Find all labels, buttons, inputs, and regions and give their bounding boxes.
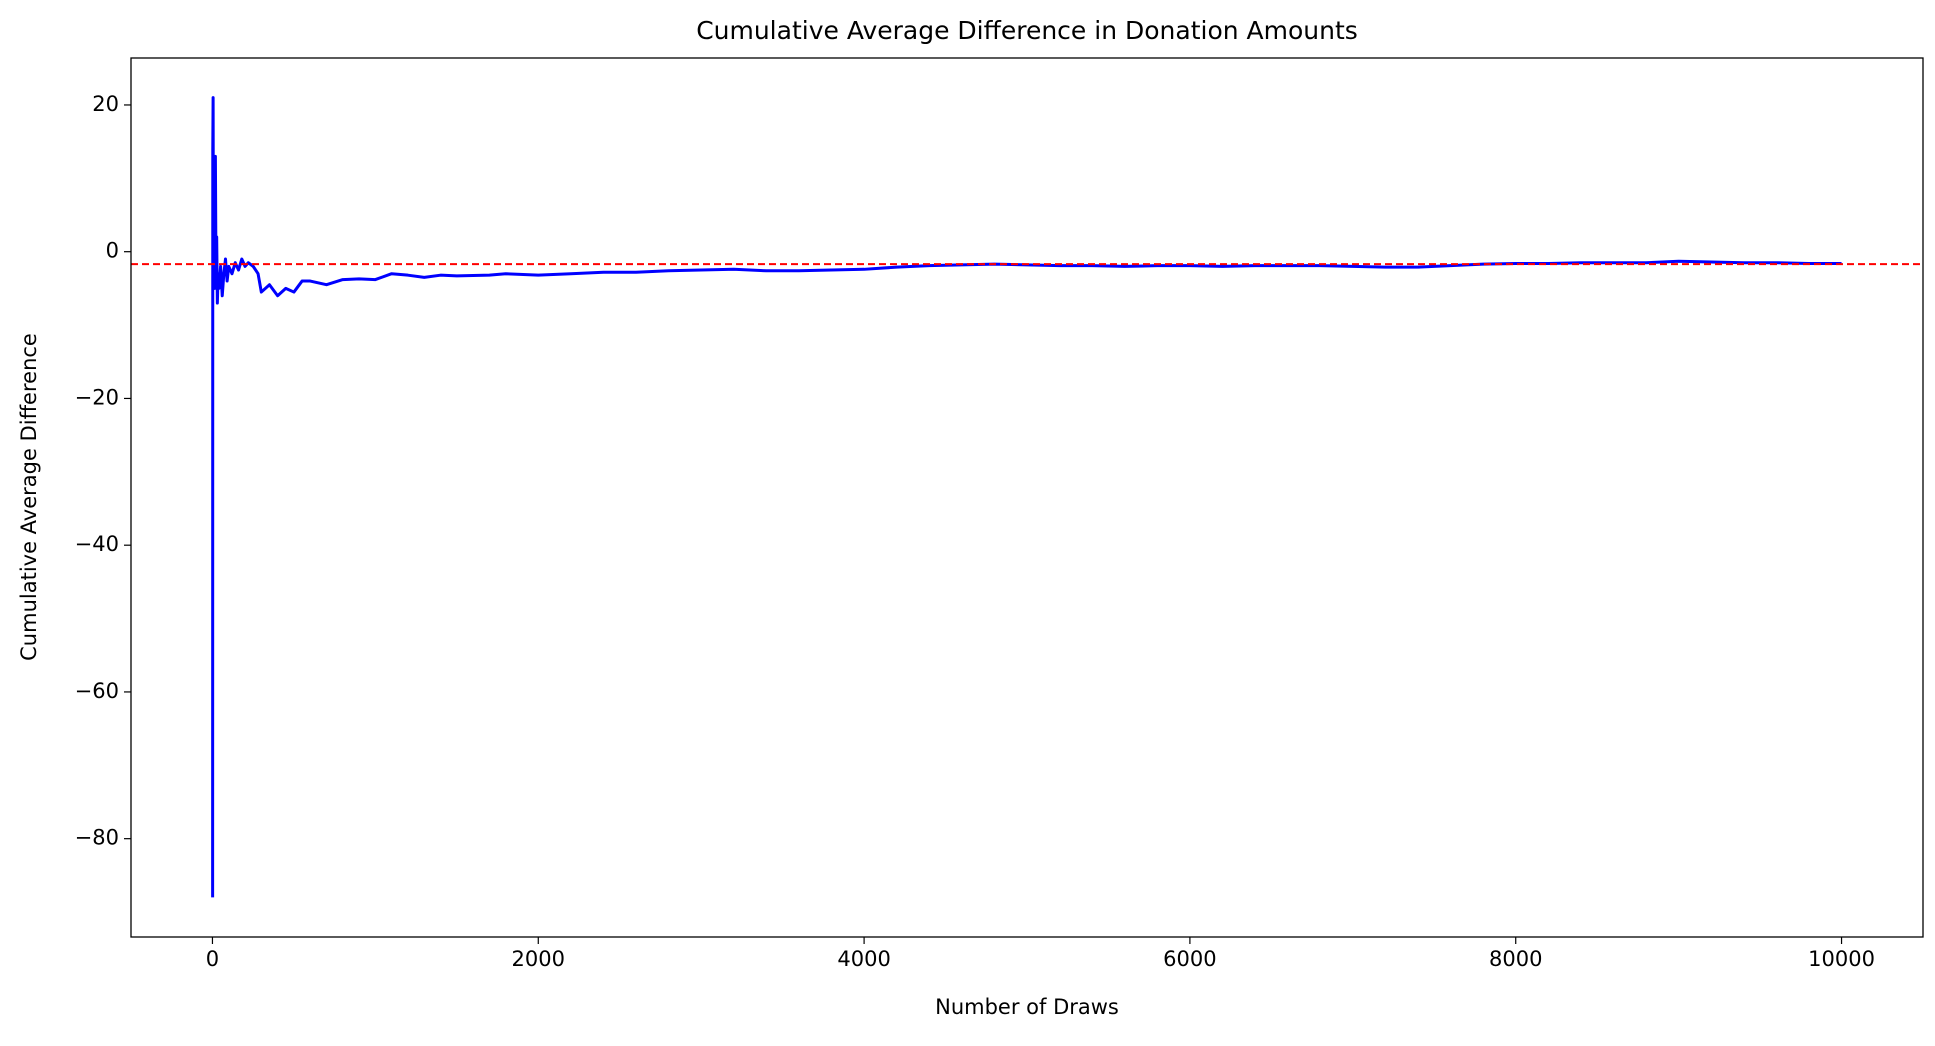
data-line [211, 96, 1842, 898]
y-tick-label: −40 [75, 532, 119, 556]
x-tick-label: 0 [206, 947, 219, 971]
y-tick-label: −20 [75, 385, 119, 409]
y-tick-label: 20 [92, 92, 119, 116]
x-tick-label: 8000 [1489, 947, 1542, 971]
y-tick-label: −80 [75, 826, 119, 850]
x-axis-label: Number of Draws [935, 995, 1119, 1019]
y-tick-label: −60 [75, 679, 119, 703]
plot-frame [130, 57, 1924, 938]
x-tick-label: 6000 [1163, 947, 1216, 971]
chart-title: Cumulative Average Difference in Donatio… [696, 16, 1358, 45]
x-tick-label: 4000 [837, 947, 890, 971]
x-tick-label: 2000 [512, 947, 565, 971]
y-tick-label: 0 [106, 239, 119, 263]
y-axis-label: Cumulative Average Difference [17, 333, 41, 661]
x-tick-label: 10000 [1808, 947, 1875, 971]
